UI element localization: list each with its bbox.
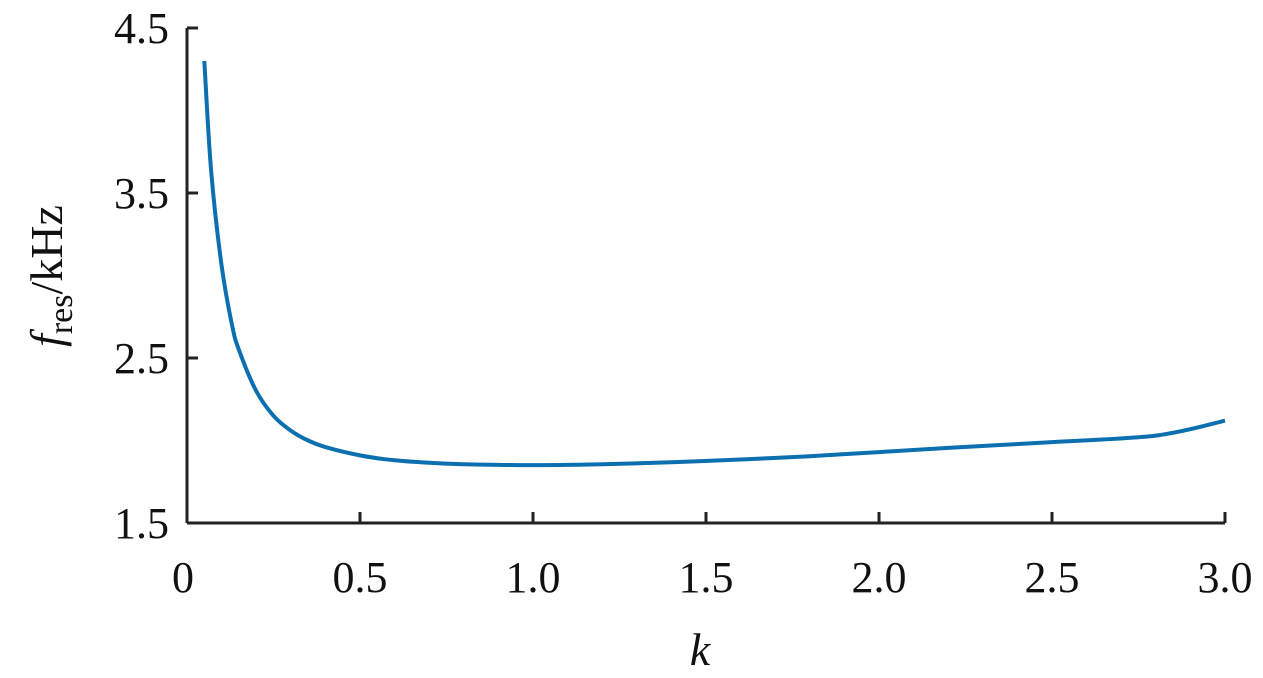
x-tick-label: 2.5 [1025, 553, 1080, 602]
y-axis-title: fres/kHz [21, 205, 80, 347]
y-axis-title-unit: /kHz [21, 205, 72, 294]
series-line-1 [202, 60, 1226, 468]
x-tick-label: 2.0 [852, 553, 907, 602]
y-tick-label: 4.5 [114, 4, 169, 53]
x-ticks: 0 0.5 1.0 1.5 2.0 2.5 3.0 [172, 512, 1253, 602]
y-tick-label: 2.5 [114, 334, 169, 383]
x-tick-label: 0 [172, 553, 194, 602]
y-axis-title-subscript: res [43, 294, 80, 334]
axes [185, 28, 1225, 525]
x-tick-label: 1.0 [506, 553, 561, 602]
y-tick-label: 1.5 [114, 499, 169, 548]
x-tick-label: 0.5 [333, 553, 388, 602]
x-axis-title: k [690, 624, 712, 675]
y-tick-label: 3.5 [114, 169, 169, 218]
x-tick-label: 3.0 [1198, 553, 1253, 602]
x-tick-label: 1.5 [679, 553, 734, 602]
y-ticks: 1.5 2.5 3.5 4.5 [114, 4, 198, 548]
series-layer [202, 60, 1226, 468]
